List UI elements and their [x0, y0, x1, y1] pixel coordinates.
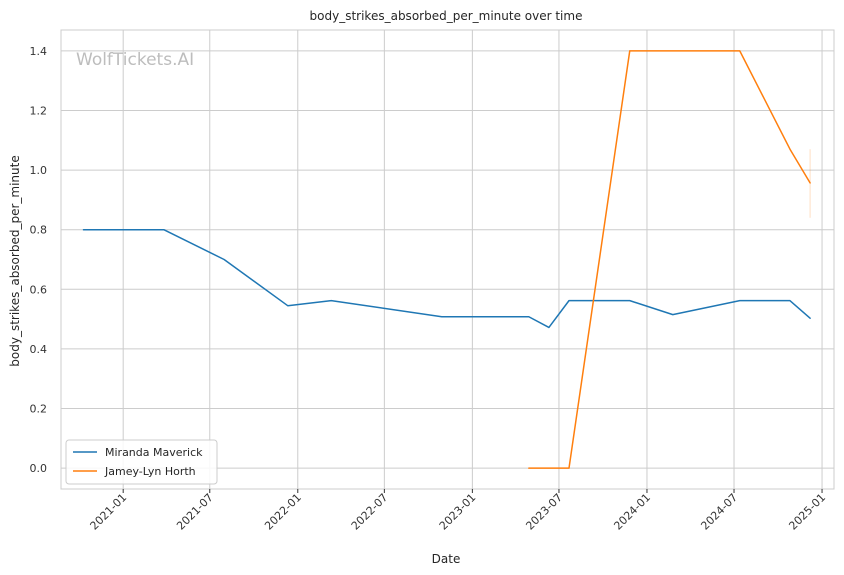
y-tick-label: 0.8 [30, 224, 48, 237]
x-axis-title: Date [432, 552, 461, 566]
y-tick-label: 0.6 [30, 283, 48, 296]
x-tick-label: 2024-01 [611, 491, 653, 533]
y-tick-label: 1.2 [30, 104, 48, 117]
x-tick-labels: 2021-01 2021-07 2022-01 2022-07 2023-01 2023-… [88, 489, 828, 533]
plot-frame [60, 29, 835, 490]
y-tick-label: 1.0 [30, 164, 48, 177]
x-tick-label: 2024-07 [698, 491, 740, 533]
x-tick-label: 2022-01 [262, 491, 304, 533]
x-tick-label: 2021-07 [174, 491, 216, 533]
y-tick-label: 0.4 [30, 343, 48, 356]
y-tick-label: 0.2 [30, 403, 48, 416]
legend: Miranda Maverick Jamey-Lyn Horth [65, 439, 218, 485]
grid [61, 30, 834, 489]
series-line-jamey-lyn-horth [528, 50, 811, 469]
series-layer [82, 50, 811, 469]
legend-box [65, 439, 218, 485]
y-axis-title: body_strikes_absorbed_per_minute [8, 155, 22, 366]
x-tick-label: 2023-01 [437, 491, 479, 533]
x-tick-label: 2022-07 [349, 491, 391, 533]
y-tick-label: 1.4 [30, 45, 48, 58]
watermark: WolfTickets.AI [76, 50, 194, 70]
series-line-miranda-maverick [82, 228, 811, 329]
x-tick-label: 2021-01 [88, 491, 130, 533]
chart-title: body_strikes_absorbed_per_minute over ti… [310, 9, 583, 23]
y-tick-label: 0.0 [30, 462, 48, 475]
legend-label-jamey-lyn-horth: Jamey-Lyn Horth [104, 465, 196, 478]
legend-label-miranda-maverick: Miranda Maverick [105, 446, 203, 459]
axes [60, 29, 835, 490]
x-tick-label: 2025-01 [786, 491, 828, 533]
y-tick-labels: 0.0 0.2 0.4 0.6 0.8 1.0 1.2 1.4 [30, 45, 48, 475]
x-tick-label: 2023-07 [523, 491, 565, 533]
